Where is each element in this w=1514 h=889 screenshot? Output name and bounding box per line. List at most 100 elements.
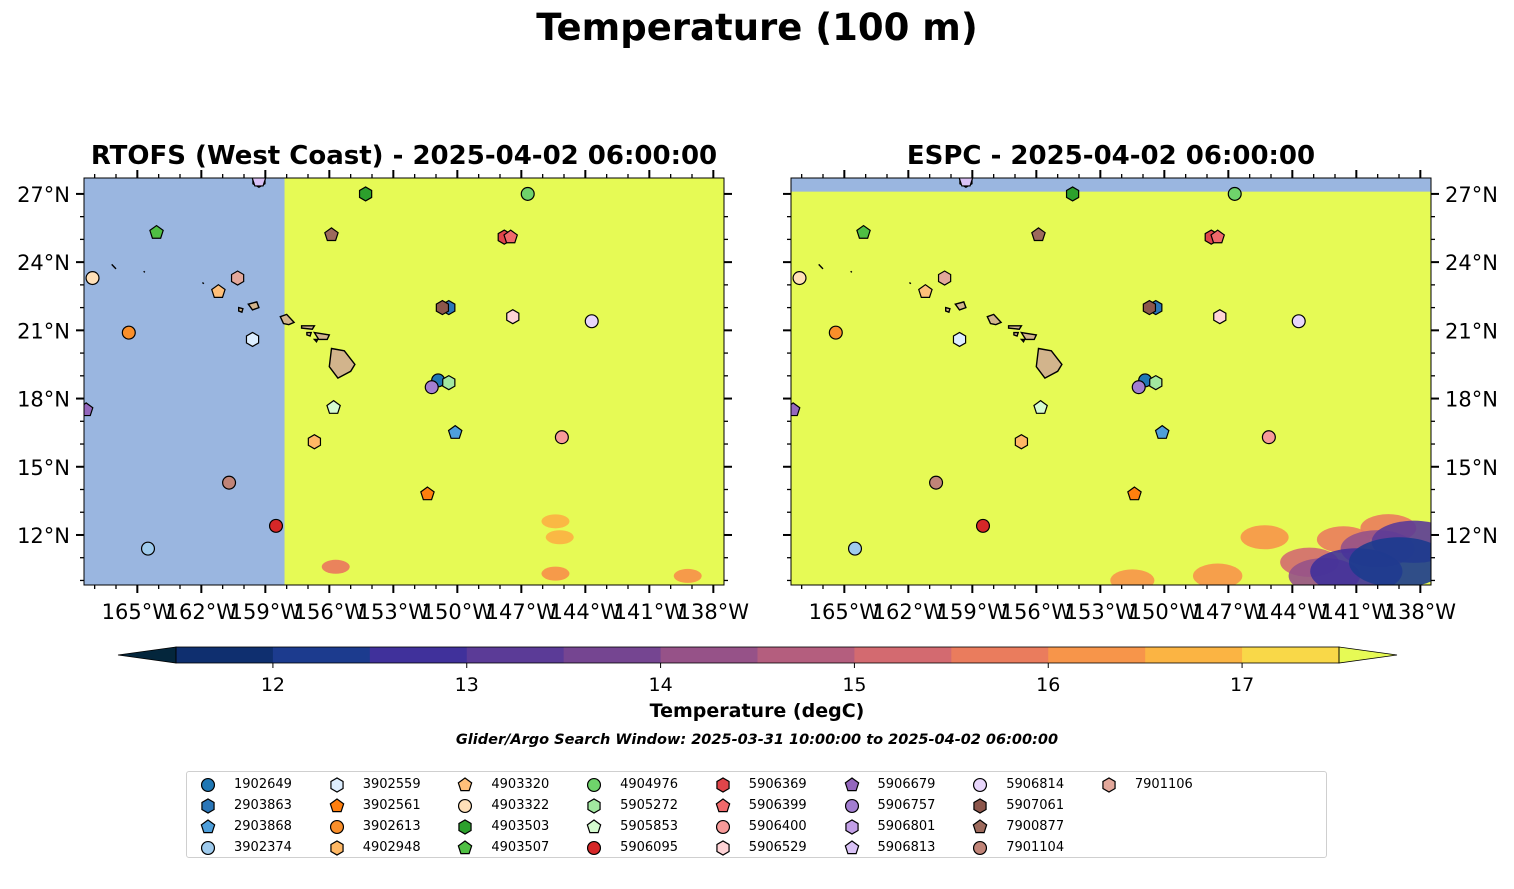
- float-5906399: [503, 229, 519, 244]
- pentagon-marker-icon: [586, 818, 602, 833]
- legend-label: 4902948: [362, 840, 421, 855]
- y-tick-label: 24°N: [17, 251, 70, 275]
- legend-marker: [973, 777, 988, 792]
- float-3902559: [245, 331, 260, 348]
- float-5906813: [958, 178, 974, 187]
- float-7901106: [937, 270, 952, 286]
- field-cold-region: [84, 178, 285, 585]
- x-tick-label: 141°W: [614, 600, 686, 624]
- pentagon-marker-icon: [200, 818, 216, 833]
- colorbar-bin: [1048, 647, 1146, 663]
- x-tick-label: 150°W: [1129, 600, 1201, 624]
- legend-item-2903863: 2903863: [199, 795, 292, 816]
- legend-label: 5906399: [748, 798, 807, 813]
- map-frame: [790, 177, 1432, 586]
- float-3902561: [420, 486, 435, 501]
- legend-label: 3902559: [362, 777, 421, 792]
- legend-marker: [458, 776, 473, 791]
- float-4902948: [1014, 434, 1029, 450]
- hexagon-marker-icon: [587, 797, 601, 814]
- legend-marker: [716, 839, 730, 856]
- float-4904976: [520, 186, 535, 201]
- legend-marker: [973, 797, 987, 814]
- legend-item-2903868: 2903868: [199, 816, 292, 837]
- legend-marker: [201, 797, 215, 814]
- colorbar-bin: [660, 647, 758, 663]
- temperature-patch: [673, 568, 702, 583]
- circle-marker-icon: [329, 819, 344, 834]
- pentagon-marker-icon: [844, 776, 859, 791]
- pentagon-marker-icon: [844, 839, 859, 854]
- y-tick-label: 21°N: [17, 319, 70, 343]
- colorbar-bin: [1145, 647, 1243, 663]
- float-4903507: [149, 224, 164, 239]
- legend-item-3902374: 3902374: [199, 837, 292, 858]
- island-nw-islet: [818, 263, 824, 270]
- y-tick-label: 21°N: [1445, 319, 1498, 343]
- float-3902561: [1127, 486, 1142, 501]
- legend-item-7900877: 7900877: [971, 816, 1064, 837]
- legend-item-3902561: 3902561: [328, 795, 421, 816]
- colorbar: 12 13 14 15 16 17: [117, 646, 1398, 696]
- legend-item-4903322: 4903322: [456, 795, 549, 816]
- legend-label: 5907061: [1006, 798, 1065, 813]
- legend-label: 4903503: [491, 819, 550, 834]
- pentagon-marker-icon: [458, 839, 473, 854]
- x-tick-label: 147°W: [1193, 600, 1265, 624]
- hexagon-marker-icon: [458, 818, 473, 835]
- colorbar-tick-label: 16: [1036, 674, 1060, 696]
- legend-label: 4904976: [620, 777, 678, 792]
- legend-item-5906757: 5906757: [843, 795, 935, 816]
- legend-label: 2903863: [234, 798, 292, 813]
- x-tick-label: 156°W: [1001, 600, 1073, 624]
- legend-label: 5906369: [748, 777, 807, 792]
- x-tick-label: 153°W: [358, 600, 430, 624]
- colorbar-bin: [369, 647, 468, 663]
- float-5905272: [442, 374, 456, 391]
- island-lanai: [1013, 331, 1020, 337]
- circle-marker-icon: [458, 798, 473, 813]
- float-5906400: [554, 430, 569, 445]
- legend-label: 5905272: [620, 798, 678, 813]
- float-4903322: [85, 271, 100, 286]
- island-hawaii: [1035, 347, 1063, 379]
- float-3902613: [121, 325, 136, 340]
- legend-label: 1902649: [234, 777, 292, 792]
- colorbar-bin: [466, 647, 565, 663]
- y-tick-label: 15°N: [17, 456, 70, 480]
- temperature-patch: [1192, 563, 1243, 585]
- x-tick-label: 159°W: [230, 600, 302, 624]
- hexagon-marker-icon: [330, 839, 344, 856]
- legend-label: 7901104: [1006, 840, 1065, 855]
- legend-marker: [200, 840, 216, 855]
- temperature-patch: [1110, 569, 1155, 585]
- legend-label: 5906801: [877, 819, 936, 834]
- legend-item-7901104: 7901104: [971, 837, 1064, 858]
- legend-marker: [844, 776, 859, 791]
- float-7901104: [929, 475, 944, 490]
- legend-label: 3902374: [234, 840, 292, 855]
- legend-label: 5906814: [1006, 777, 1065, 792]
- legend-item-5906814: 5906814: [971, 774, 1064, 795]
- field-cold-band: [791, 178, 1431, 192]
- temperature-patch: [1348, 537, 1431, 585]
- legend-marker: [329, 819, 344, 834]
- legend-label: 3902613: [362, 819, 421, 834]
- float-4903320: [918, 283, 933, 298]
- map-panel-rtofs: 165°W162°W159°W156°W153°W150°W147°W144°W…: [17, 170, 749, 624]
- float-4903507: [856, 224, 871, 239]
- legend-marker: [587, 840, 602, 855]
- x-tick-label: 165°W: [809, 600, 881, 624]
- field-warm-region: [791, 178, 1431, 585]
- legend-label: 7900877: [1006, 819, 1065, 834]
- float-5906095: [975, 518, 991, 533]
- colorbar-tick-label: 13: [455, 674, 479, 696]
- legend-marker: [200, 777, 216, 792]
- legend-label: 7901106: [1134, 777, 1193, 792]
- hexagon-marker-icon: [973, 797, 987, 814]
- colorbar-bin: [951, 647, 1049, 663]
- x-tick-label: 144°W: [550, 600, 622, 624]
- circle-marker-icon: [200, 840, 216, 855]
- x-tick-label: 159°W: [937, 600, 1009, 624]
- float-5905853: [1033, 399, 1048, 414]
